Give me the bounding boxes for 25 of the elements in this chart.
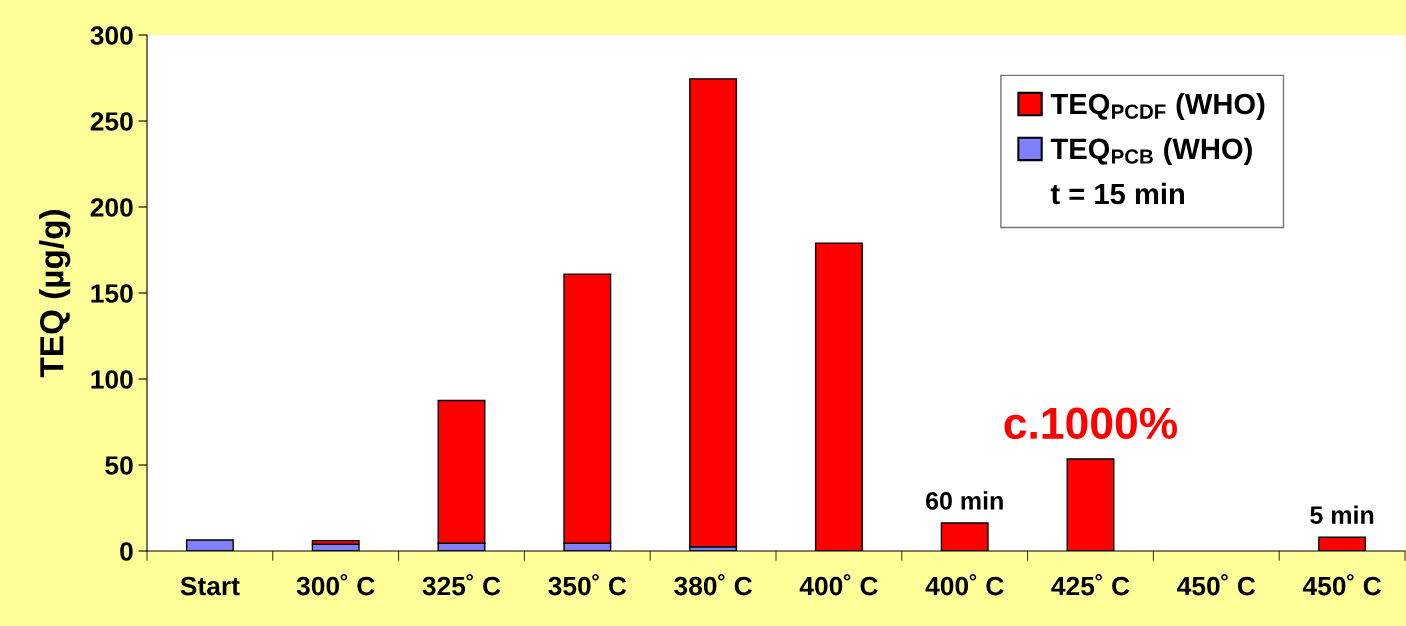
y-tick-label: 100: [91, 370, 133, 389]
legend-label: TEQ$_{PCDF}$ (WHO): [1050, 92, 1265, 121]
x-tick-label: 325˚ C: [422, 573, 501, 596]
x-tick-label: 380˚ C: [674, 573, 752, 596]
y-axis-title: TEQ (µg/g): [39, 210, 71, 378]
annotation: c.1000%: [1004, 407, 1178, 440]
y-tick-label: 0: [120, 542, 133, 561]
annotation: 60 min: [926, 491, 1003, 510]
x-tick-label: 300˚ C: [296, 573, 375, 596]
legend-label: TEQ$_{PCB}$ (WHO): [1050, 137, 1252, 165]
y-tick-label: 50: [105, 456, 133, 475]
x-tick-label: 400˚ C: [799, 573, 878, 596]
x-tick-label: 450˚ C: [1302, 573, 1381, 596]
bar: [689, 78, 738, 548]
x-tick-label: 400˚ C: [925, 573, 1004, 596]
y-tick-label: 250: [90, 112, 133, 131]
x-tick-label: 350˚ C: [548, 573, 627, 596]
annotation: 5 min: [1310, 505, 1374, 524]
y-tick-label: 300: [90, 26, 133, 45]
x-tick-label: Start: [180, 576, 240, 596]
y-tick-label: 200: [90, 198, 133, 217]
x-tick-label: 450˚ C: [1177, 573, 1256, 596]
annotation: t = 15 min: [1050, 182, 1184, 205]
y-tick-label: 150: [91, 284, 133, 303]
x-tick-label: 425˚ C: [1051, 573, 1130, 596]
